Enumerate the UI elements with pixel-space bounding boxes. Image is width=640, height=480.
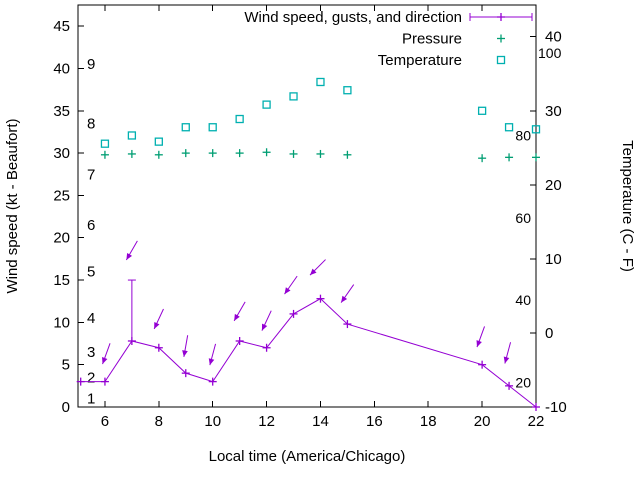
y-tick-label: 10 [53,314,70,331]
y-tick-label: 35 [53,103,70,120]
wind-line [80,298,537,408]
x-tick-label: 18 [420,413,437,430]
y2-tick-label: 30 [545,103,562,120]
wind-arrow-head [182,350,188,357]
x-tick-label: 10 [204,413,221,430]
wind-arrow-head [309,268,317,276]
beaufort-label: 4 [87,310,95,327]
legend-label: Wind speed, gusts, and direction [244,9,462,26]
temperature-point [531,125,541,134]
y2-tick-label: 0 [545,325,553,342]
x-tick-label: 22 [528,413,545,430]
y-tick-label: 0 [62,399,70,416]
y-tick-label: 5 [62,357,70,374]
wind-arrow-head [503,356,510,364]
beaufort-label: 8 [87,115,95,132]
fahrenheit-label: 60 [515,210,531,226]
wind-arrow-head [154,321,160,329]
beaufort-label: 5 [87,264,95,281]
wind-arrow-head [102,357,108,365]
y-axis-title: Wind speed (kt - Beaufort) [4,118,21,293]
y-tick-label: 45 [53,18,70,35]
x-tick-label: 20 [474,413,491,430]
wind-arrow-head [261,323,268,331]
wind-arrow-head [126,252,133,260]
beaufort-label: 6 [87,217,95,234]
beaufort-label: 3 [87,344,95,361]
temperature-point [181,123,190,132]
wind-arrow-head [341,295,348,303]
wind-arrow-head [476,340,482,348]
fahrenheit-label: 40 [515,292,531,308]
temperature-point [154,137,163,146]
temperature-point [343,86,352,95]
chart-generated-layer: 6 8 10 12 14 16 18 20 22051015202530354045-10010… [53,4,567,430]
beaufort-label: 2 [87,369,95,386]
y-tick-label: 15 [53,272,70,289]
x-tick-label: 6 [101,413,109,430]
legend-label: Temperature [378,52,462,69]
y2-tick-label: 40 [545,29,562,46]
wind-arrow-head [234,313,240,321]
temperature-point [127,131,137,140]
x-tick-label: 16 [366,413,383,430]
y-tick-label: 25 [53,187,70,204]
plot-border [77,4,537,408]
beaufort-label: 9 [87,56,95,73]
y2-tick-label: -10 [545,399,567,416]
temperature-point [235,114,244,124]
y2-axis-title: Temperature (C - F) [619,140,636,272]
temperature-point [208,123,217,132]
y-tick-label: 20 [53,230,70,247]
temperature-point [477,106,487,115]
beaufort-label: 1 [87,391,95,408]
beaufort-label: 7 [87,166,95,183]
fahrenheit-label: 80 [515,127,531,143]
temperature-point [289,92,298,101]
y-tick-label: 30 [53,145,70,162]
x-tick-label: 12 [258,413,275,430]
temperature-point [100,139,110,148]
temperature-point [316,77,325,87]
x-tick-label: 14 [312,413,329,430]
y2-tick-label: 20 [545,177,562,194]
fahrenheit-label: 100 [538,45,562,61]
temperature-point [504,123,514,132]
y2-tick-label: 10 [545,251,562,268]
legend-temperature-marker [496,55,506,65]
x-axis-title: Local time (America/Chicago) [209,448,406,465]
wind-arrow-head [284,287,291,295]
temperature-point [262,100,271,109]
x-tick-label: 8 [155,413,163,430]
y-tick-label: 40 [53,60,70,77]
wind-arrow-head [208,358,215,366]
legend-label: Pressure [402,31,462,48]
fahrenheit-label: 20 [515,374,531,390]
